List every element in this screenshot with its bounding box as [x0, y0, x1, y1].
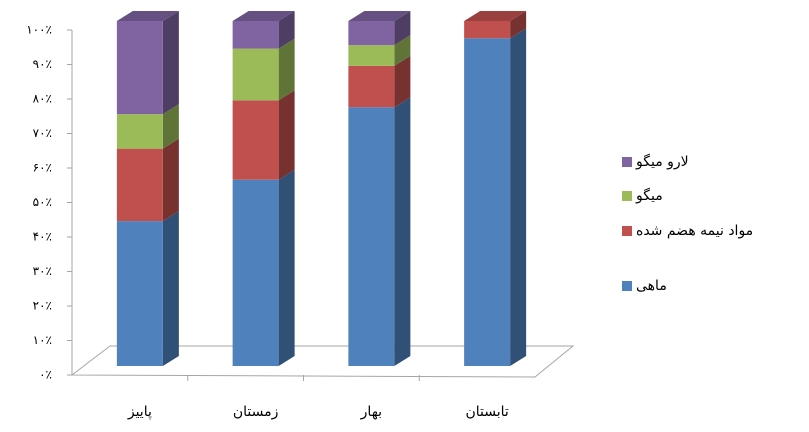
bar-top [232, 11, 295, 21]
bar-side [510, 11, 527, 39]
legend-swatch [622, 226, 632, 236]
legend-swatch [622, 157, 632, 167]
y-tick-label: ۰٪ [39, 368, 52, 382]
x-tick-label: بهار [360, 404, 382, 420]
bar-side [162, 211, 179, 366]
bar-side [162, 138, 179, 222]
bar-side [394, 55, 411, 108]
y-tick-label: ۸۰٪ [33, 92, 52, 106]
bar-top [116, 11, 179, 21]
bar-side [394, 97, 411, 366]
bar-side [278, 11, 295, 49]
bar [348, 65, 395, 108]
bar [464, 21, 511, 39]
bar-side [278, 38, 295, 101]
bar-top [464, 11, 527, 21]
y-tick-label: ۶۰٪ [33, 161, 52, 175]
y-tick-label: ۴۰٪ [33, 230, 52, 244]
bar [116, 21, 163, 115]
y-tick-label: ۲۰٪ [33, 299, 52, 313]
y-tick-label: ۷۰٪ [33, 126, 52, 140]
bar [464, 38, 511, 366]
legend-label: میگو [635, 187, 663, 204]
bar-side [394, 35, 411, 66]
bar [116, 114, 163, 149]
legend-label: ماهی [636, 278, 667, 294]
bar [348, 107, 395, 366]
bar-side [510, 28, 527, 366]
bar [116, 148, 163, 222]
y-tick-label: ۱۰٪ [33, 333, 52, 347]
y-tick-label: ۹۰٪ [33, 57, 52, 71]
x-tick-label: زمستان [233, 404, 279, 420]
x-tick-label: تابستان [465, 404, 508, 420]
y-tick-label: ۳۰٪ [33, 264, 52, 278]
bar [232, 100, 279, 180]
floor [70, 345, 575, 378]
bar [348, 21, 395, 46]
bar-side [394, 11, 411, 46]
legend-swatch [622, 281, 632, 291]
bar-top [348, 11, 411, 21]
bar [348, 45, 395, 66]
bar-side [162, 104, 179, 149]
bar [232, 179, 279, 366]
y-tick-label: ۵۰٪ [33, 195, 52, 209]
legend-label: مواد نیمه هضم شده [636, 223, 753, 239]
bar [116, 221, 163, 366]
bar [232, 48, 279, 101]
bar [232, 21, 279, 49]
x-tick-label: پاییز [127, 404, 152, 420]
bar-side [278, 90, 295, 180]
bar-side [278, 169, 295, 366]
y-tick-label: ۱۰۰٪ [26, 23, 52, 37]
legend-swatch [622, 191, 632, 201]
bar-side [162, 11, 179, 115]
legend-label: لارو میگو [635, 153, 689, 170]
